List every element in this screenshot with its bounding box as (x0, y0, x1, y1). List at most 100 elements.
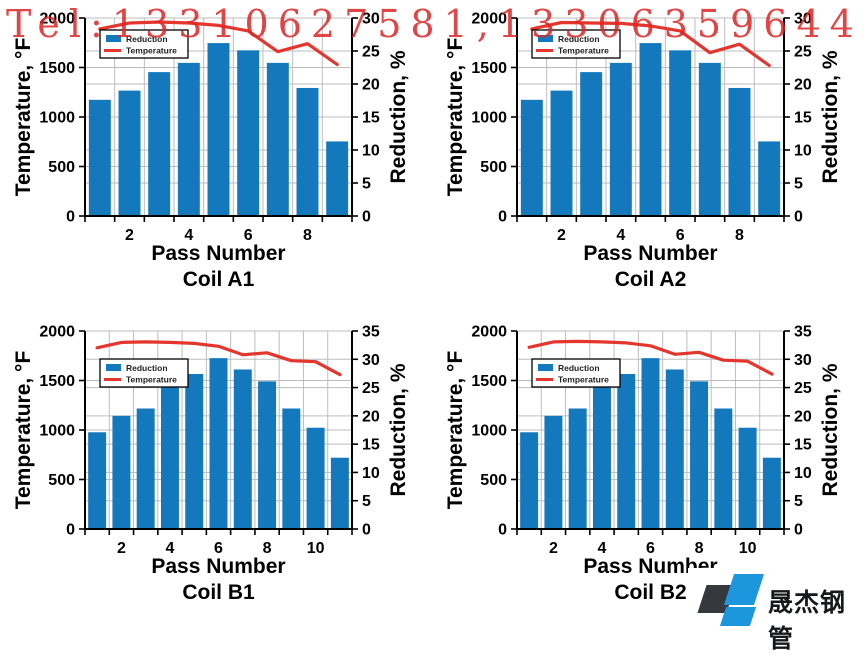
legend-temperature-label: Temperature (126, 375, 177, 385)
legend-box (99, 358, 189, 388)
chart-subtitle: Coil B2 (614, 581, 686, 604)
left-tick-label: 1000 (39, 423, 75, 440)
reduction-bar (568, 408, 587, 529)
right-tick-label: 10 (794, 143, 812, 160)
temperature-line (530, 20, 771, 68)
left-tick-label: 0 (66, 209, 75, 226)
right-tick-label: 5 (362, 176, 371, 193)
left-tick-label: 1500 (39, 60, 75, 77)
left-tick-label: 1500 (471, 373, 507, 390)
right-tick-label: 20 (794, 408, 812, 425)
reduction-bar (207, 43, 230, 216)
right-tick-label: 30 (362, 11, 380, 28)
legend-box (99, 29, 189, 59)
reduction-bar (136, 408, 155, 529)
left-tick-label: 1000 (471, 110, 507, 127)
right-axis-title: Reduction, % (387, 363, 410, 496)
x-axis-title: Pass Number (151, 242, 285, 265)
legend-reduction-swatch (538, 364, 553, 371)
right-axis-title: Reduction, % (819, 50, 842, 183)
chart-subtitle: Coil B1 (182, 581, 255, 604)
right-tick-label: 0 (362, 522, 371, 539)
right-tick-label: 35 (794, 324, 812, 341)
reduction-bar (177, 62, 200, 216)
reduction-bar (609, 62, 632, 216)
right-tick-label: 30 (362, 352, 380, 369)
left-tick-label: 1000 (471, 423, 507, 440)
x-tick-label: 4 (166, 540, 175, 557)
x-tick-label: 10 (307, 540, 325, 557)
left-axis-title: Temperature, °F (12, 38, 35, 197)
x-tick-label: 2 (557, 227, 566, 244)
reduction-bar (185, 373, 204, 529)
right-tick-label: 30 (794, 11, 812, 28)
reduction-bar (258, 381, 277, 529)
x-tick-label: 2 (125, 227, 134, 244)
legend-temperature-label: Temperature (126, 46, 177, 56)
right-tick-label: 20 (362, 408, 380, 425)
right-tick-label: 15 (794, 110, 812, 127)
legend: Reduction Temperature (531, 358, 621, 388)
legend: Reduction Temperature (531, 29, 621, 59)
reduction-bar (592, 385, 611, 529)
reduction-bars (520, 358, 781, 529)
axes: 0 500 1000 1500 2000 0 5 10 15 20 25 30 2 4 6 8 (471, 11, 811, 245)
reduction-bar (690, 381, 709, 529)
reduction-bar (580, 72, 603, 217)
reduction-bar (544, 415, 563, 529)
left-axis-title: Temperature, °F (12, 351, 35, 510)
chart-subtitle: Coil A1 (183, 268, 255, 291)
left-tick-label: 1500 (471, 60, 507, 77)
x-tick-label: 8 (263, 540, 272, 557)
x-tick-label: 2 (117, 540, 126, 557)
right-tick-label: 10 (362, 143, 380, 160)
reduction-bar (639, 43, 662, 216)
reduction-bar (714, 408, 733, 529)
left-tick-label: 0 (66, 522, 75, 539)
legend-box (531, 358, 621, 388)
reduction-bar (758, 141, 781, 216)
chart-panel-coil-a1: 0 500 1000 1500 2000 0 5 10 15 20 25 30 2 4 6 8 Temperat… (0, 0, 432, 313)
legend-reduction-swatch (538, 35, 553, 42)
left-axis-title: Temperature, °F (444, 351, 467, 510)
x-tick-label: 8 (303, 227, 312, 244)
x-tick-label: 6 (646, 540, 655, 557)
reduction-bar (118, 90, 141, 216)
reduction-bar (160, 385, 179, 529)
legend-reduction-swatch (106, 35, 121, 42)
x-tick-label: 10 (739, 540, 757, 557)
left-tick-label: 1000 (39, 110, 75, 127)
reduction-bar (237, 50, 260, 217)
right-tick-label: 25 (362, 44, 380, 61)
left-tick-label: 1500 (39, 373, 75, 390)
reduction-bar (665, 369, 684, 529)
reduction-bars (88, 43, 349, 217)
right-axis-title: Reduction, % (819, 363, 842, 496)
right-tick-label: 15 (794, 437, 812, 454)
chart-coil-b2: 0 500 1000 1500 2000 0 5 10 15 20 25 30 35 2 4 6 8 10 Temp… (444, 324, 842, 605)
right-tick-label: 10 (794, 465, 812, 482)
legend-temperature-label: Temperature (558, 375, 609, 385)
left-tick-label: 500 (48, 159, 75, 176)
right-tick-label: 5 (794, 493, 803, 510)
reduction-bar (209, 358, 228, 529)
reduction-bar (88, 99, 111, 216)
x-axis-title: Pass Number (583, 242, 717, 265)
reduction-bar (641, 358, 660, 529)
left-tick-label: 2000 (471, 324, 507, 341)
right-tick-label: 15 (362, 437, 380, 454)
right-tick-label: 10 (362, 465, 380, 482)
reduction-bar (88, 432, 107, 529)
x-tick-label: 6 (244, 227, 253, 244)
right-tick-label: 0 (794, 209, 803, 226)
x-axis-title: Pass Number (583, 555, 717, 578)
x-tick-label: 4 (184, 227, 193, 244)
axes: 0 500 1000 1500 2000 0 5 10 15 20 25 30 35 2 4 6 8 10 (471, 324, 811, 558)
temperature-line (98, 20, 339, 67)
company-logo-text: 晟杰钢管 (768, 588, 847, 653)
chart-coil-b1: 0 500 1000 1500 2000 0 5 10 15 20 25 30 35 2 4 6 8 10 Temp… (12, 324, 410, 605)
chart-panel-coil-a2: 0 500 1000 1500 2000 0 5 10 15 20 25 30 2 4 6 8 Temperat… (432, 0, 864, 313)
right-axis-title: Reduction, % (387, 50, 410, 183)
right-tick-label: 30 (794, 352, 812, 369)
right-tick-label: 20 (794, 77, 812, 94)
